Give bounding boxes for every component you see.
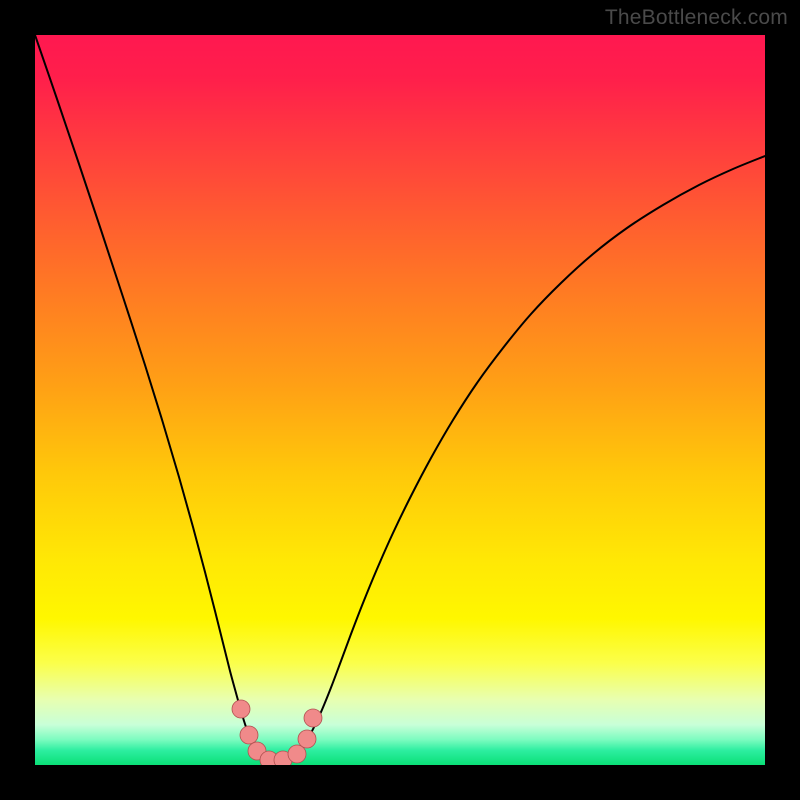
- curve-marker: [232, 700, 250, 718]
- watermark-text: TheBottleneck.com: [605, 6, 788, 30]
- curve-markers: [232, 700, 322, 765]
- bottleneck-curve: [35, 35, 765, 762]
- chart-curve-layer: [35, 35, 765, 765]
- curve-marker: [304, 709, 322, 727]
- curve-marker: [240, 726, 258, 744]
- plot-area: [35, 35, 765, 765]
- curve-marker: [288, 745, 306, 763]
- curve-marker: [298, 730, 316, 748]
